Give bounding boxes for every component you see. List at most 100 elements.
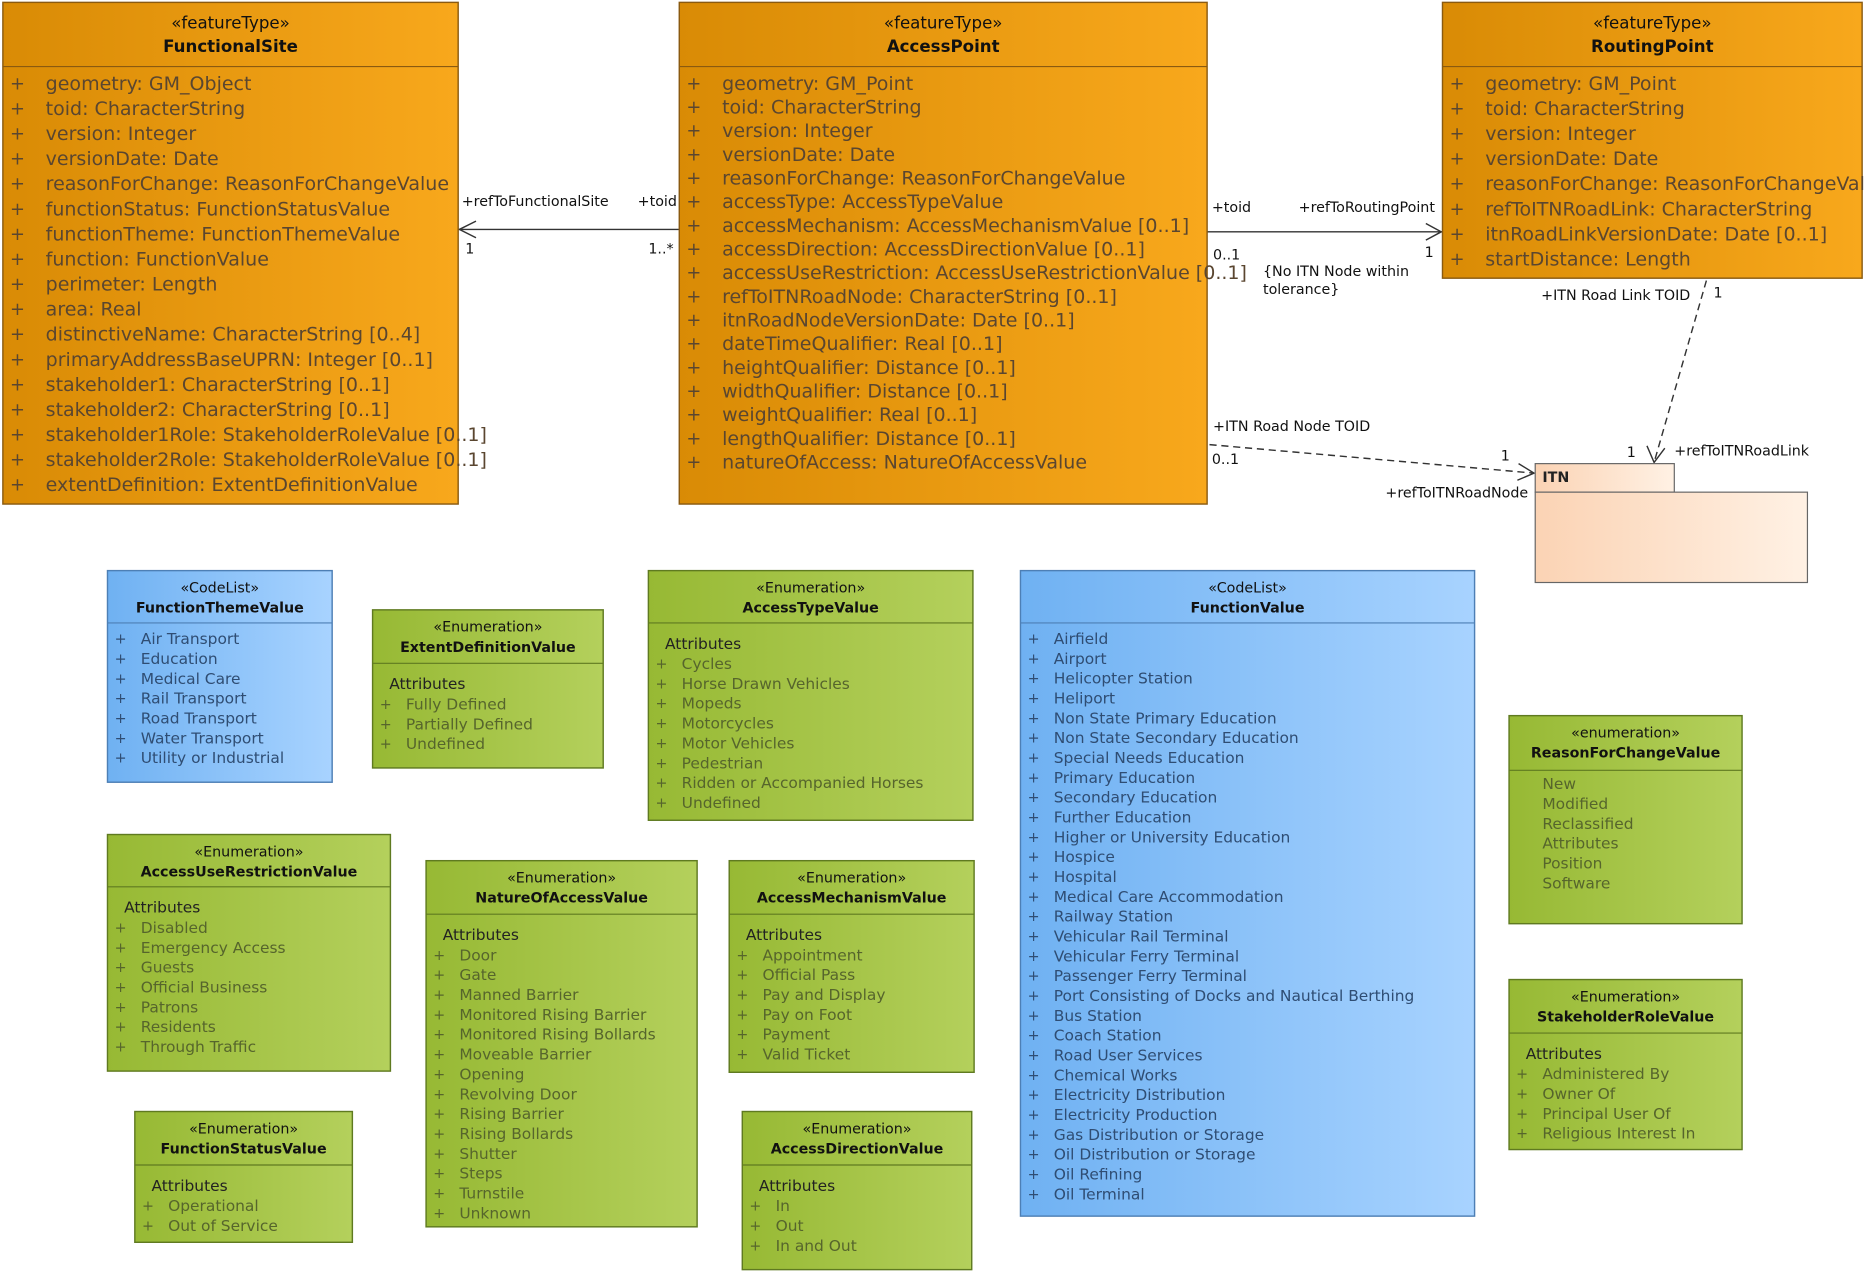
attribute: Pay on Foot: [763, 1006, 853, 1024]
stereotype: «Enumeration»: [433, 620, 542, 636]
stereotype: «Enumeration»: [507, 871, 616, 887]
class-name: ExtentDefinitionValue: [400, 640, 576, 656]
attribute: Patrons: [141, 998, 198, 1016]
attribute: Door: [459, 946, 497, 964]
attribute: toid: CharacterString: [46, 98, 246, 120]
package-tab: [1534, 463, 1675, 493]
attribute: Principal User Of: [1542, 1105, 1671, 1123]
visibility-marker: +: [1028, 691, 1040, 707]
visibility-marker: +: [1028, 909, 1040, 925]
class-rect: [741, 1110, 973, 1271]
attribute: version: Integer: [722, 120, 873, 142]
class-name: RoutingPoint: [1591, 37, 1714, 56]
attribute: version: Integer: [1485, 123, 1636, 145]
class-name: FunctionValue: [1191, 601, 1305, 617]
class-rect: [678, 1, 1208, 505]
visibility-marker: +: [749, 1218, 761, 1234]
attribute: itnRoadNodeVersionDate: Date [0..1]: [722, 309, 1075, 331]
class-name: ReasonForChangeValue: [1531, 746, 1720, 762]
attribute: Special Needs Education: [1054, 749, 1245, 767]
attribute: reasonForChange: ReasonForChangeValue: [1485, 173, 1865, 195]
stereotype: «featureType»: [1593, 13, 1712, 32]
visibility-marker: +: [686, 73, 701, 94]
visibility-marker: +: [433, 987, 445, 1003]
visibility-marker: +: [1516, 1106, 1528, 1122]
visibility-marker: +: [115, 940, 127, 956]
attribute: reasonForChange: ReasonForChangeValue: [46, 173, 449, 195]
visibility-marker: +: [433, 1186, 445, 1202]
visibility-marker: +: [1028, 731, 1040, 747]
visibility-marker: +: [1028, 711, 1040, 727]
package-name: ITN: [1542, 470, 1569, 486]
visibility-marker: +: [10, 73, 25, 94]
visibility-marker: +: [10, 149, 25, 170]
attribute: lengthQualifier: Distance [0..1]: [722, 428, 1016, 450]
attribute: Attributes: [1542, 835, 1618, 853]
attribute: Motor Vehicles: [682, 734, 795, 752]
class-rect: [371, 609, 604, 769]
attribute: Residents: [141, 1018, 216, 1036]
attribute: functionStatus: FunctionStatusValue: [46, 198, 390, 220]
role-label: 1: [1501, 448, 1510, 464]
visibility-marker: +: [115, 731, 127, 747]
visibility-marker: +: [686, 310, 701, 331]
visibility-marker: +: [686, 428, 701, 449]
visibility-marker: +: [1028, 1187, 1040, 1203]
visibility-marker: +: [433, 1007, 445, 1023]
section-label: Attributes: [1526, 1045, 1602, 1063]
visibility-marker: +: [1028, 1048, 1040, 1064]
class-rect: [1019, 569, 1476, 1217]
stereotype: «enumeration»: [1571, 725, 1680, 741]
attribute: Undefined: [682, 794, 761, 812]
attribute: Monitored Rising Barrier: [459, 1006, 647, 1024]
class-rect: [106, 833, 392, 1072]
visibility-marker: +: [10, 98, 25, 119]
attribute: Disabled: [141, 919, 208, 937]
visibility-marker: +: [10, 249, 25, 270]
class-rect: [728, 859, 975, 1073]
visibility-marker: +: [686, 263, 701, 284]
attribute: extentDefinition: ExtentDefinitionValue: [46, 474, 418, 496]
attribute: heightQualifier: Distance [0..1]: [722, 357, 1016, 379]
role-label: 0..1: [1212, 452, 1239, 468]
attribute: Education: [141, 650, 218, 668]
visibility-marker: +: [1028, 969, 1040, 985]
visibility-marker: +: [1516, 1126, 1528, 1142]
attribute: Air Transport: [141, 630, 240, 648]
attribute: Bus Station: [1054, 1007, 1142, 1025]
visibility-marker: +: [749, 1238, 761, 1254]
visibility-marker: +: [736, 1027, 748, 1043]
visibility-marker: +: [1028, 929, 1040, 945]
visibility-marker: +: [1028, 1147, 1040, 1163]
attribute: Out of Service: [168, 1217, 278, 1235]
visibility-marker: +: [1028, 671, 1040, 687]
class-box: «Enumeration» AccessTypeValue Attributes + C…: [647, 569, 974, 821]
attribute: Undefined: [406, 735, 485, 753]
connectors: [457, 220, 1708, 481]
attribute: Software: [1542, 874, 1610, 892]
attribute: Cycles: [682, 655, 732, 673]
role-label: +refToRoutingPoint: [1299, 200, 1436, 216]
visibility-marker: +: [10, 399, 25, 420]
visibility-marker: +: [115, 980, 127, 996]
attribute: Non State Secondary Education: [1054, 729, 1299, 747]
attribute: Oil Distribution or Storage: [1054, 1146, 1256, 1164]
attribute: weightQualifier: Real [0..1]: [722, 404, 977, 426]
attribute: versionDate: Date: [722, 144, 895, 166]
visibility-marker: +: [656, 756, 668, 772]
class-name: StakeholderRoleValue: [1537, 1010, 1714, 1026]
visibility-marker: +: [1516, 1067, 1528, 1083]
constraint-note: {No ITN Node within: [1263, 264, 1409, 280]
role-label: 0..1: [1213, 248, 1240, 264]
attribute: versionDate: Date: [46, 148, 219, 170]
visibility-marker: +: [10, 124, 25, 145]
attribute: Utility or Industrial: [141, 749, 284, 767]
attribute: toid: CharacterString: [1485, 98, 1685, 120]
attribute: natureOfAccess: NatureOfAccessValue: [722, 451, 1087, 473]
attribute: function: FunctionValue: [46, 248, 269, 270]
attribute: Guests: [141, 959, 194, 977]
visibility-marker: +: [433, 1107, 445, 1123]
visibility-marker: +: [1028, 810, 1040, 826]
visibility-marker: +: [380, 697, 392, 713]
